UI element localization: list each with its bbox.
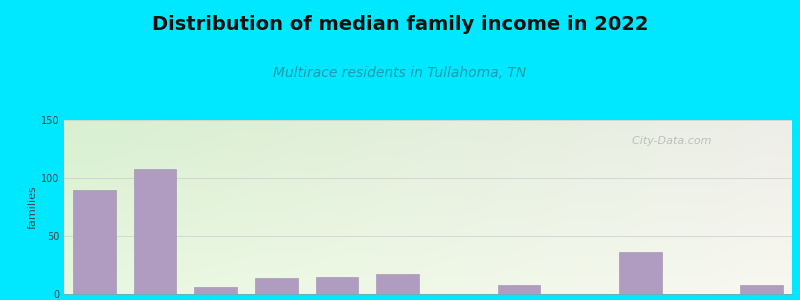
- Text: City-Data.com: City-Data.com: [625, 136, 711, 146]
- Bar: [316, 277, 358, 294]
- Bar: [73, 190, 115, 294]
- Bar: [377, 274, 419, 294]
- Bar: [194, 287, 237, 294]
- Y-axis label: families: families: [28, 185, 38, 229]
- Bar: [498, 285, 540, 294]
- Bar: [619, 252, 662, 294]
- Bar: [741, 285, 783, 294]
- Text: Multirace residents in Tullahoma, TN: Multirace residents in Tullahoma, TN: [274, 66, 526, 80]
- Bar: [255, 278, 298, 294]
- Text: Distribution of median family income in 2022: Distribution of median family income in …: [152, 15, 648, 34]
- Bar: [134, 169, 176, 294]
